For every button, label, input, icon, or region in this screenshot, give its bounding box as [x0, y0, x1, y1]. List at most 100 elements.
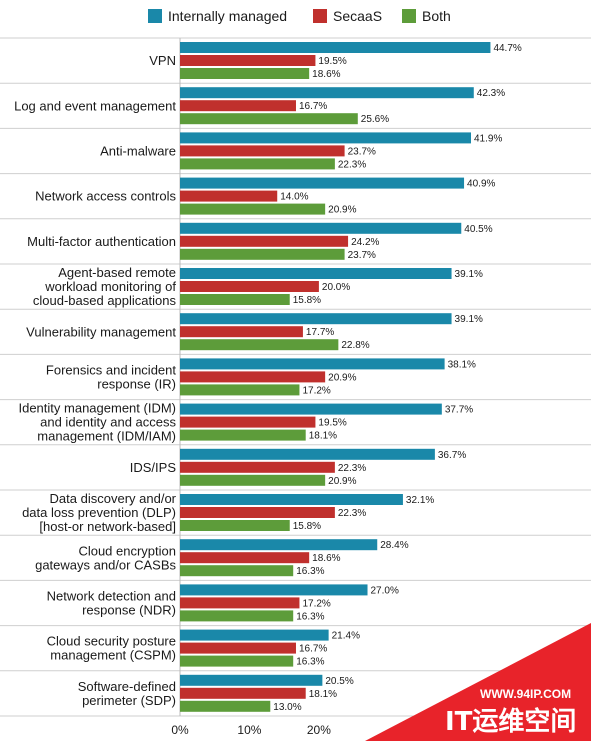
value-label: 14.0% [280, 192, 308, 203]
category-label-line: Agent-based remote [58, 265, 176, 280]
bar-1 [180, 371, 326, 383]
value-label: 32.1% [406, 495, 434, 506]
category-label-line: data loss prevention (DLP) [22, 505, 176, 520]
legend-label-2: Both [422, 8, 451, 24]
bar-1 [180, 461, 335, 473]
category-label-line: Vulnerability management [26, 324, 176, 339]
watermark-name: IT运维空间 [445, 706, 576, 737]
value-label: 13.0% [273, 702, 301, 713]
category-label-line: response (IR) [97, 377, 176, 392]
category-label-line: management (IDM/IAM) [37, 429, 176, 444]
legend: Internally managed SecaaS Both [148, 8, 451, 24]
value-label: 22.8% [341, 340, 369, 351]
value-label: 20.5% [325, 676, 353, 687]
bar-0 [180, 177, 465, 189]
value-label: 16.7% [299, 101, 327, 112]
value-label: 23.7% [348, 146, 376, 157]
category-label: Anti-malware [100, 144, 176, 159]
value-label: 16.3% [296, 657, 324, 668]
category-label: Multi-factor authentication [27, 234, 176, 249]
bar-0 [180, 358, 445, 370]
bar-2 [180, 700, 271, 712]
category-labels: VPN Log and event management Anti-malware N… [14, 53, 177, 708]
x-tick-label: 20% [307, 723, 331, 737]
value-label: 18.6% [312, 553, 340, 564]
category-label-line: Log and event management [14, 98, 176, 113]
x-axis: 0% 10% 20% [171, 723, 331, 737]
category-label-line: Cloud security posture [47, 634, 176, 649]
bar-0 [180, 448, 435, 460]
bar-2 [180, 610, 294, 622]
bar-0 [180, 42, 491, 53]
bar-2 [180, 203, 326, 215]
category-label: Agent-based remote workload monitoring of… [33, 265, 177, 308]
bar-2 [180, 248, 345, 260]
value-label: 20.9% [328, 205, 356, 216]
value-label: 16.3% [296, 566, 324, 577]
value-label: 39.1% [455, 314, 483, 325]
value-labels: 44.7% 19.5% 18.6% 42.3% 16.7% 25.6% 41.9% 23.7%… [273, 43, 522, 713]
value-label: 22.3% [338, 463, 366, 474]
bar-2 [180, 384, 300, 396]
value-label: 44.7% [493, 43, 521, 54]
value-label: 36.7% [438, 450, 466, 461]
value-label: 21.4% [332, 631, 360, 642]
category-label-line: Cloud encryption [78, 543, 176, 558]
bar-1 [180, 507, 335, 518]
value-label: 39.1% [455, 269, 483, 280]
category-label-line: management (CSPM) [50, 648, 176, 663]
bar-0 [180, 132, 471, 144]
legend-swatch-2 [402, 9, 416, 23]
category-label-line: Anti-malware [100, 144, 176, 159]
value-label: 18.1% [309, 689, 337, 700]
bar-0 [180, 222, 462, 234]
bar-0 [180, 494, 403, 505]
value-label: 27.0% [371, 585, 399, 596]
bar-2 [180, 158, 335, 170]
bar-2 [180, 655, 294, 667]
category-label: Network access controls [35, 189, 176, 204]
bar-2 [180, 68, 310, 79]
bar-1 [180, 145, 345, 157]
category-label-line: perimeter (SDP) [82, 693, 176, 708]
bar-1 [180, 100, 296, 112]
bar-1 [180, 416, 316, 428]
bar-1 [180, 687, 306, 699]
value-label: 19.5% [318, 418, 346, 429]
value-label: 42.3% [477, 88, 505, 99]
value-label: 20.9% [328, 476, 356, 487]
bar-2 [180, 294, 290, 305]
x-tick-label: 10% [237, 723, 261, 737]
x-tick-label: 0% [171, 723, 189, 737]
value-label: 18.1% [309, 431, 337, 442]
bar-1 [180, 326, 303, 338]
category-label-line: Data discovery and/or [50, 491, 177, 506]
bar-0 [180, 87, 474, 99]
row-dividers [0, 37, 591, 717]
bar-0 [180, 629, 329, 641]
value-label: 22.3% [338, 159, 366, 170]
category-label-line: Multi-factor authentication [27, 234, 176, 249]
bar-2 [180, 565, 294, 577]
legend-swatch-0 [148, 9, 162, 23]
bar-2 [180, 339, 339, 351]
value-label: 38.1% [448, 359, 476, 370]
category-label-line: Software-defined [78, 679, 176, 694]
legend-label-1: SecaaS [333, 8, 382, 24]
category-label-line: Network access controls [35, 189, 176, 204]
value-label: 19.5% [318, 56, 346, 67]
category-label: Log and event management [14, 98, 176, 113]
bar-1 [180, 552, 310, 564]
category-label-line: IDS/IPS [130, 460, 177, 475]
value-label: 20.0% [322, 282, 350, 293]
legend-label-0: Internally managed [168, 8, 287, 24]
value-label: 22.3% [338, 508, 366, 519]
category-label: Vulnerability management [26, 324, 176, 339]
category-label-line: workload monitoring of [44, 279, 176, 294]
category-label: Cloud security posture management (CSPM) [47, 634, 176, 663]
category-label-line: [host-or network-based] [39, 519, 176, 534]
value-label: 16.7% [299, 644, 327, 655]
bar-0 [180, 403, 442, 415]
bar-2 [180, 429, 306, 441]
value-label: 28.4% [380, 540, 408, 551]
